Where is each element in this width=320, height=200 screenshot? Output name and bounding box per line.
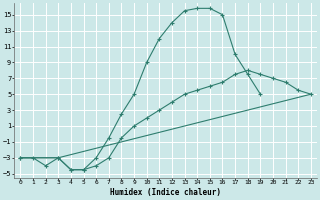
X-axis label: Humidex (Indice chaleur): Humidex (Indice chaleur) [110,188,221,197]
